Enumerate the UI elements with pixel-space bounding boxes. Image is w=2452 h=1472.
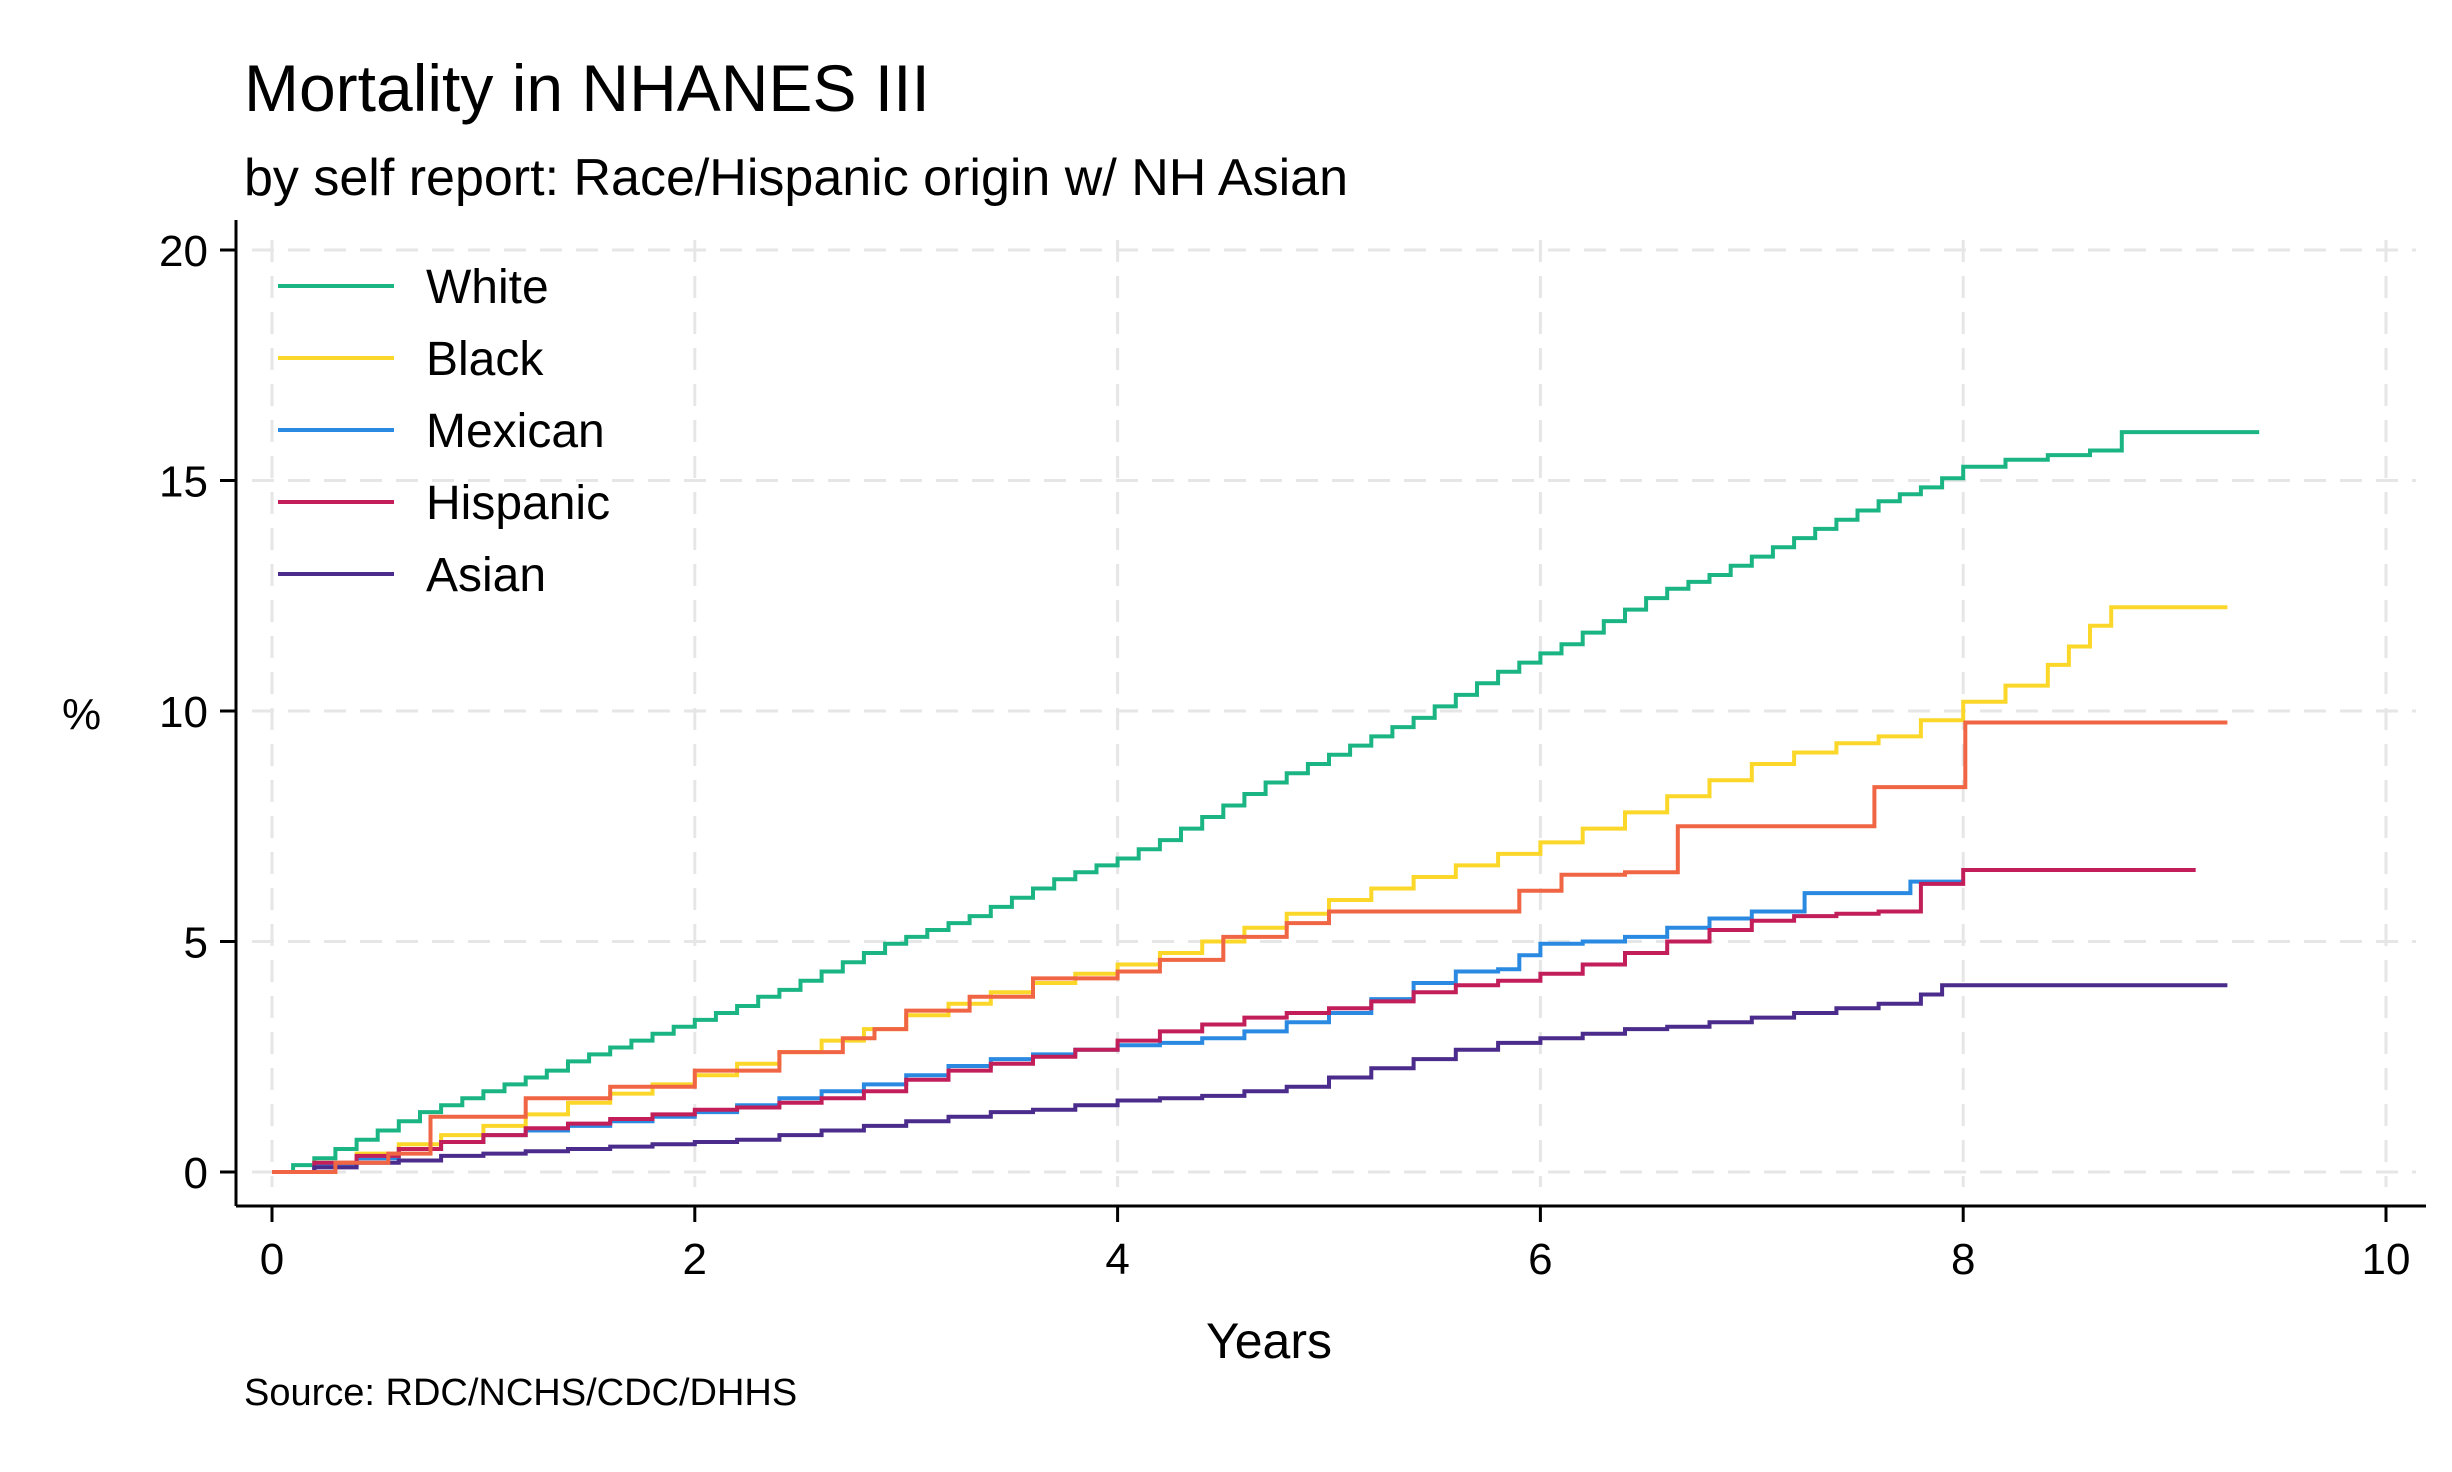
- x-tick-label: 0: [260, 1235, 284, 1284]
- y-tick-label: 0: [184, 1149, 208, 1198]
- series-line-hispanic: [272, 868, 2196, 1174]
- y-tick-label: 10: [159, 688, 208, 737]
- axes: 0 2 4 6 8 10 0 5 10 15 20: [159, 220, 2426, 1284]
- series-line-unlabeled-5: [272, 720, 2228, 1174]
- series-line-white: [272, 430, 2260, 1174]
- legend-label-hispanic: Hispanic: [426, 477, 610, 530]
- x-tick-label: 4: [1105, 1235, 1129, 1284]
- chart-title: Mortality in NHANES III: [244, 51, 930, 125]
- series-line-asian: [272, 983, 2228, 1174]
- legend-label-black: Black: [426, 333, 544, 386]
- chart-subtitle: by self report: Race/Hispanic origin w/ …: [244, 149, 1349, 207]
- y-axis-label: %: [62, 690, 101, 739]
- legend-label-asian: Asian: [426, 549, 546, 602]
- legend-label-mexican: Mexican: [426, 405, 605, 458]
- x-axis-label: Years: [1206, 1313, 1332, 1369]
- y-tick-label: 20: [159, 227, 208, 276]
- x-tick-label: 2: [683, 1235, 707, 1284]
- series-line-black: [272, 605, 2228, 1174]
- legend-label-white: White: [426, 261, 549, 314]
- y-tick-label: 15: [159, 458, 208, 507]
- x-tick-label: 8: [1951, 1235, 1975, 1284]
- x-tick-label: 10: [2362, 1235, 2411, 1284]
- grid-lines: [252, 240, 2416, 1187]
- x-tick-label: 6: [1528, 1235, 1552, 1284]
- source-note: Source: RDC/NCHS/CDC/DHHS: [244, 1372, 798, 1414]
- legend: White Black Mexican Hispanic Asian: [278, 261, 610, 602]
- y-tick-label: 5: [184, 919, 208, 968]
- series-lines: [272, 430, 2260, 1174]
